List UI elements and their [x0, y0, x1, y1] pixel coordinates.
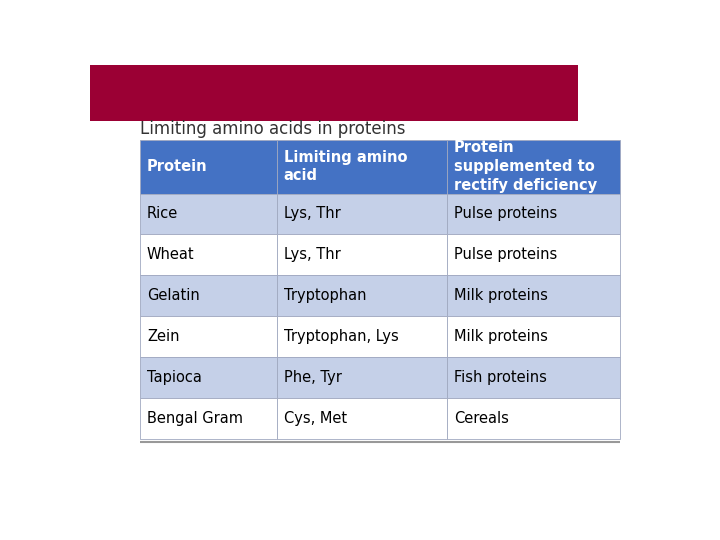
Text: Wheat: Wheat — [147, 247, 194, 262]
FancyBboxPatch shape — [140, 316, 277, 357]
FancyBboxPatch shape — [90, 65, 578, 121]
Text: Lys, Thr: Lys, Thr — [284, 247, 341, 262]
FancyBboxPatch shape — [277, 193, 447, 234]
FancyBboxPatch shape — [447, 234, 620, 275]
Text: Protein
supplemented to
rectify deficiency: Protein supplemented to rectify deficien… — [454, 140, 597, 193]
FancyBboxPatch shape — [447, 398, 620, 439]
FancyBboxPatch shape — [277, 398, 447, 439]
FancyBboxPatch shape — [277, 357, 447, 398]
FancyBboxPatch shape — [140, 398, 277, 439]
Text: Cereals: Cereals — [454, 411, 509, 426]
FancyBboxPatch shape — [277, 316, 447, 357]
Text: Milk proteins: Milk proteins — [454, 329, 548, 344]
Text: Zein: Zein — [147, 329, 179, 344]
Text: Phe, Tyr: Phe, Tyr — [284, 370, 341, 385]
FancyBboxPatch shape — [447, 140, 620, 193]
Text: Rice: Rice — [147, 206, 178, 221]
Text: Tapioca: Tapioca — [147, 370, 202, 385]
Text: Lys, Thr: Lys, Thr — [284, 206, 341, 221]
FancyBboxPatch shape — [447, 193, 620, 234]
FancyBboxPatch shape — [277, 234, 447, 275]
Text: Pulse proteins: Pulse proteins — [454, 247, 557, 262]
FancyBboxPatch shape — [140, 275, 277, 316]
Text: Gelatin: Gelatin — [147, 288, 199, 303]
FancyBboxPatch shape — [447, 316, 620, 357]
FancyBboxPatch shape — [447, 275, 620, 316]
FancyBboxPatch shape — [277, 140, 447, 193]
Text: Tryptophan, Lys: Tryptophan, Lys — [284, 329, 398, 344]
Text: Pulse proteins: Pulse proteins — [454, 206, 557, 221]
Text: Fish proteins: Fish proteins — [454, 370, 547, 385]
Text: Limiting amino acids in proteins: Limiting amino acids in proteins — [140, 120, 406, 138]
FancyBboxPatch shape — [277, 275, 447, 316]
FancyBboxPatch shape — [140, 357, 277, 398]
FancyBboxPatch shape — [447, 357, 620, 398]
Text: Milk proteins: Milk proteins — [454, 288, 548, 303]
FancyBboxPatch shape — [140, 140, 277, 193]
FancyBboxPatch shape — [140, 193, 277, 234]
FancyBboxPatch shape — [140, 234, 277, 275]
Text: Tryptophan: Tryptophan — [284, 288, 366, 303]
Text: Bengal Gram: Bengal Gram — [147, 411, 243, 426]
Text: Limiting amino
acid: Limiting amino acid — [284, 150, 408, 184]
Text: Protein: Protein — [147, 159, 207, 174]
Text: Cys, Met: Cys, Met — [284, 411, 347, 426]
